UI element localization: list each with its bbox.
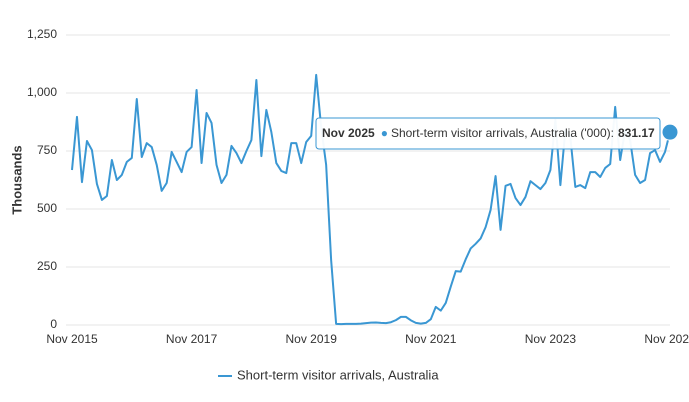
tooltip-value: 831.17 xyxy=(618,126,655,140)
x-tick-label: Nov 2021 xyxy=(405,332,457,346)
tooltip-label: Short-term visitor arrivals, Australia (… xyxy=(391,126,614,140)
tooltip-date: Nov 2025 xyxy=(322,126,375,140)
y-axis-label: Thousands xyxy=(9,145,24,214)
y-tick-label: 1,250 xyxy=(27,27,57,41)
tooltip-text: Nov 2025 ● Short-term visitor arrivals, Au… xyxy=(322,126,655,140)
x-tick-label: Nov 2017 xyxy=(166,332,218,346)
y-tick-label: 500 xyxy=(37,201,57,215)
legend-label: Short-term visitor arrivals, Australia xyxy=(237,367,439,382)
highlight-point xyxy=(661,123,679,141)
x-tick-label: Nov 2019 xyxy=(286,332,338,346)
tooltip: Nov 2025 ● Short-term visitor arrivals, Au… xyxy=(315,117,661,150)
x-tick-label: Nov 2023 xyxy=(525,332,577,346)
y-tick-label: 1,000 xyxy=(27,85,57,99)
y-tick-label: 750 xyxy=(37,143,57,157)
tooltip-bullet: ● xyxy=(381,126,388,140)
data-line xyxy=(71,73,671,326)
plot-area: 0 250 500 750 1,000 1,250 Nov 2015 Nov 2017 Nov … xyxy=(27,27,689,346)
x-tick-label: Nov 2015 xyxy=(46,332,98,346)
legend[interactable]: Short-term visitor arrivals, Australia xyxy=(218,367,439,382)
y-tick-label: 250 xyxy=(37,259,57,273)
tooltip-box xyxy=(315,117,661,150)
y-tick-label: 0 xyxy=(50,317,57,331)
x-tick-label: Nov 2025 xyxy=(644,332,689,346)
